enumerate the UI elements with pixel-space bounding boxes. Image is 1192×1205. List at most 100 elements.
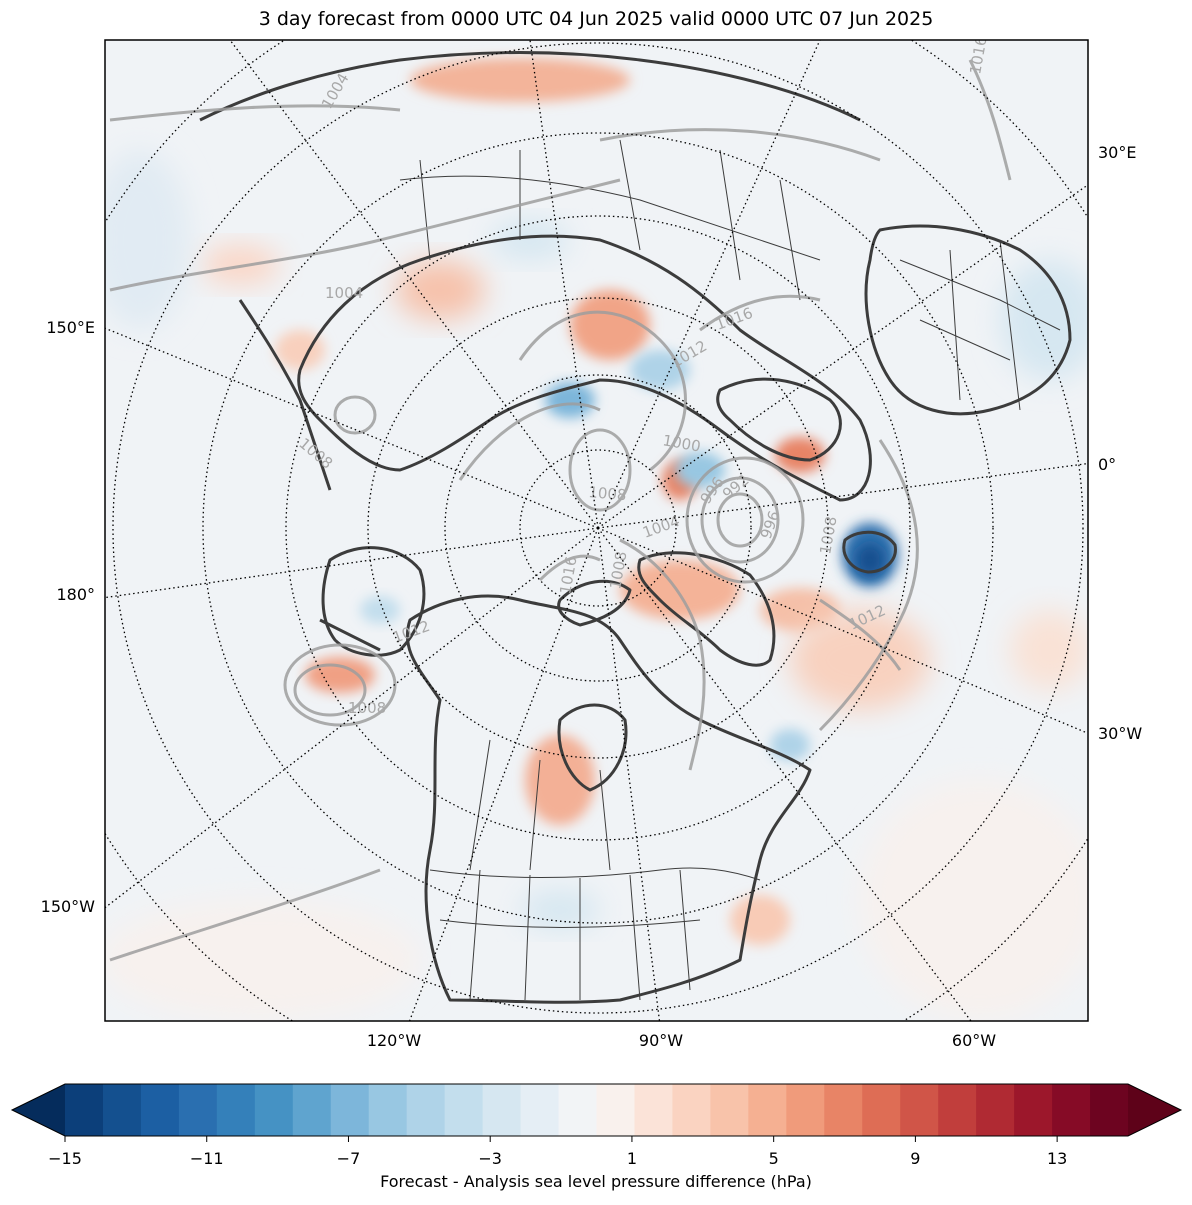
colorbar-tick-label: 1 (627, 1149, 637, 1168)
positive-anomaly (410, 58, 630, 102)
colorbar-bin (672, 1084, 711, 1136)
colorbar-bin (634, 1084, 673, 1136)
isobar-contour (716, 492, 764, 548)
negative-anomaly (675, 452, 725, 488)
latitude-circle (444, 374, 752, 682)
map-frame (104, 39, 1089, 1022)
negative-anomaly (105, 150, 190, 330)
meridian (105, 527, 599, 909)
colorbar-tick-label: −15 (48, 1149, 82, 1168)
isobar-contour (293, 663, 367, 717)
colorbar-bin (1014, 1084, 1053, 1136)
political-borders (399, 139, 1061, 1001)
map-title: 3 day forecast from 0000 UTC 04 Jun 2025… (258, 8, 934, 30)
latitude-circle (285, 215, 911, 841)
colorbar-bin (1090, 1084, 1129, 1136)
lon-label-90w: 90°W (639, 1031, 683, 1050)
lon-label-60w: 60°W (952, 1031, 996, 1050)
positive-anomaly (570, 290, 650, 360)
colorbar-bin (444, 1084, 484, 1136)
colorbar-bin (65, 1084, 104, 1136)
europe-coast (864, 224, 1072, 416)
colorbar-tick-label: 5 (769, 1149, 779, 1168)
isobar-contour (699, 294, 821, 332)
colorbar-bin (710, 1084, 749, 1136)
isobar-label: 1008 (588, 483, 628, 504)
meridian (597, 184, 1088, 529)
latitude-circle (202, 132, 994, 924)
colorbar-tick-label: 9 (910, 1149, 920, 1168)
colorbar-bin (178, 1084, 218, 1136)
isobar-contour (599, 128, 881, 162)
positive-anomaly (730, 895, 790, 945)
colorbar-bin (330, 1084, 370, 1136)
colorbar-tick-label: −11 (190, 1149, 224, 1168)
isobar-contour (685, 456, 805, 584)
colorbar-bin (102, 1084, 142, 1136)
positive-anomaly (620, 560, 740, 620)
negative-anomaly (360, 596, 400, 624)
positive-anomaly (1010, 610, 1088, 690)
colorbar-bin (254, 1084, 294, 1136)
eurasia-coast (297, 234, 872, 502)
lon-label-0: 0° (1098, 455, 1116, 474)
meridian (408, 527, 599, 1021)
iceland-coast (842, 530, 897, 574)
colorbar-bins (65, 1084, 1129, 1136)
canadian-archipelago (557, 579, 632, 627)
isobar-contour (700, 476, 780, 564)
colorbar-bin (406, 1084, 446, 1136)
negative-anomaly (490, 220, 570, 260)
positive-anomaly (775, 437, 825, 473)
positive-anomaly (395, 260, 485, 320)
colorbar-bin (976, 1084, 1015, 1136)
colorbar-bin (520, 1084, 560, 1136)
graticule (105, 40, 1088, 1021)
colorbar-tick-label: −3 (478, 1149, 502, 1168)
colorbar-bin (596, 1084, 635, 1136)
negative-anomaly (770, 729, 810, 761)
colorbar-over-extension (1128, 1084, 1181, 1136)
neutral-area (105, 900, 420, 1020)
kamchatka-coast (238, 299, 332, 491)
meridian (597, 462, 1088, 529)
colorbar-bin (1052, 1084, 1091, 1136)
difference-anomalies (105, 58, 1088, 1020)
meridian (229, 40, 599, 529)
colorbar-bin (292, 1084, 332, 1136)
isobar-contour (109, 868, 381, 962)
scandinavia-coast (716, 377, 842, 462)
isobar-contour (538, 554, 601, 582)
colorbar-bin (482, 1084, 522, 1136)
coastlines (199, 51, 1072, 1004)
isobar-contour (109, 104, 401, 122)
meridian (597, 527, 972, 1021)
colorbar: −15 −11 −7 −3 1 5 9 13 (10, 1083, 1183, 1168)
colorbar-ticks: −15 −11 −7 −3 1 5 9 13 (48, 1136, 1067, 1168)
north-america-coast (405, 594, 812, 1004)
lon-label-150w: 150°W (41, 897, 96, 916)
isobar-label: 1008 (348, 699, 386, 717)
greenland-coast (637, 551, 776, 667)
latitude-circle (112, 42, 1084, 1014)
colorbar-bin (558, 1084, 597, 1136)
meridian (529, 40, 599, 529)
positive-anomaly (525, 735, 595, 825)
neutral-area (860, 780, 1088, 1020)
lon-label-180: 180° (56, 585, 95, 604)
colorbar-bin (824, 1084, 863, 1136)
isobar-contour (333, 395, 377, 435)
colorbar-bin (938, 1084, 977, 1136)
lon-label-30w: 30°W (1098, 724, 1142, 743)
positive-anomaly (790, 610, 930, 710)
aleutians (319, 618, 381, 652)
meridian (105, 327, 599, 529)
negative-anomaly (520, 890, 600, 930)
meridian (597, 527, 1088, 735)
colorbar-bin (786, 1084, 825, 1136)
hudson-bay (557, 703, 628, 792)
latitude-circle (519, 449, 677, 607)
longitude-labels: 30°E 0° 30°W 150°E 180° 150°W 120°W 90°W… (41, 143, 1143, 1050)
isobar-contour (518, 310, 687, 472)
map-panel[interactable]: 1004 1004 1008 1012 1016 1000 1008 996 9… (0, 0, 1192, 1060)
